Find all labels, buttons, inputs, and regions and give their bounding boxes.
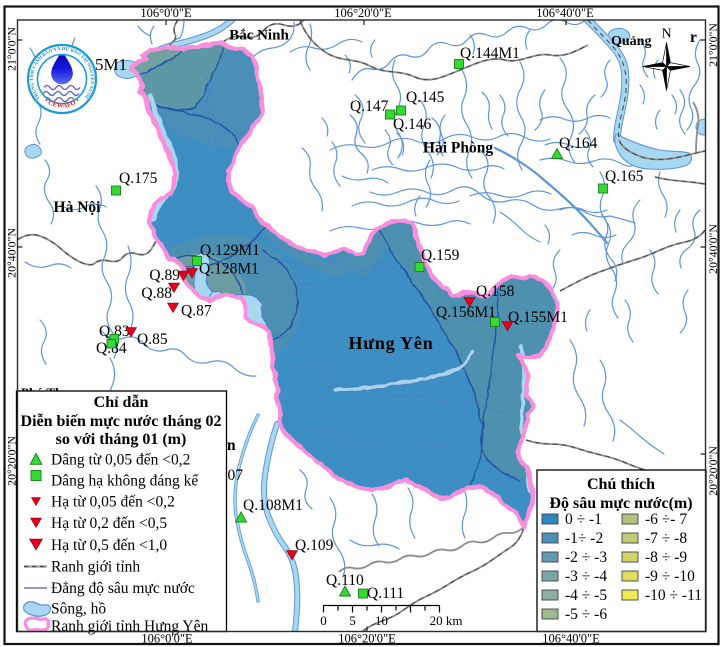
svg-text:20°40'0"N: 20°40'0"N <box>706 224 720 274</box>
svg-text:Q.108M1: Q.108M1 <box>243 497 303 514</box>
svg-text:n: n <box>227 437 236 454</box>
svg-text:Q.158: Q.158 <box>476 283 515 300</box>
svg-text:-5 ÷ -6: -5 ÷ -6 <box>565 606 607 623</box>
svg-text:Bắc Ninh: Bắc Ninh <box>229 28 289 44</box>
svg-text:-7 ÷ -8: -7 ÷ -8 <box>645 530 687 547</box>
svg-text:0: 0 <box>320 613 327 628</box>
svg-text:so với tháng 01 (m): so với tháng 01 (m) <box>56 431 187 448</box>
svg-text:106°40'0"E: 106°40'0"E <box>542 632 600 646</box>
svg-text:Q.111: Q.111 <box>367 585 404 602</box>
svg-text:Q.145: Q.145 <box>406 89 445 106</box>
svg-text:Quảng: Quảng <box>611 34 651 49</box>
svg-text:-2 ÷ -3: -2 ÷ -3 <box>565 549 607 566</box>
svg-text:20 km: 20 km <box>430 613 463 628</box>
svg-text:Hưng Yên: Hưng Yên <box>348 333 433 353</box>
svg-text:0 ÷ -1: 0 ÷ -1 <box>565 511 602 528</box>
svg-text:Q.144M1: Q.144M1 <box>460 45 520 62</box>
svg-text:N: N <box>661 27 671 42</box>
svg-text:Q.84: Q.84 <box>96 340 127 357</box>
svg-text:Q.159: Q.159 <box>421 247 460 264</box>
svg-text:Q.128M1: Q.128M1 <box>199 261 259 278</box>
svg-text:Hạ từ 0,5 đến <1,0: Hạ từ 0,5 đến <1,0 <box>51 537 167 554</box>
svg-text:Q.146: Q.146 <box>393 116 432 133</box>
svg-text:-6 ÷- 7: -6 ÷- 7 <box>645 511 687 528</box>
svg-text:21°0'0"N: 21°0'0"N <box>706 23 720 67</box>
svg-text:106°20'0"E: 106°20'0"E <box>338 632 396 646</box>
svg-text:21°0'0"N: 21°0'0"N <box>5 27 19 71</box>
svg-text:-4 ÷ -5: -4 ÷ -5 <box>565 587 607 604</box>
svg-text:Chú thích: Chú thích <box>587 476 655 493</box>
svg-text:106°0'0"E: 106°0'0"E <box>141 632 193 646</box>
svg-text:Q.88: Q.88 <box>141 285 172 302</box>
svg-text:Q.165: Q.165 <box>605 168 644 185</box>
svg-text:106°20'0"E: 106°20'0"E <box>334 6 392 20</box>
svg-text:20°20'0"N: 20°20'0"N <box>706 446 720 496</box>
svg-text:-1÷ -2: -1÷ -2 <box>565 530 603 547</box>
svg-text:20°20'0"N: 20°20'0"N <box>5 436 19 486</box>
svg-text:Sông, hồ: Sông, hồ <box>51 601 106 618</box>
svg-text:Độ sâu mực nước(m): Độ sâu mực nước(m) <box>549 495 692 512</box>
svg-text:Q.147: Q.147 <box>350 98 389 115</box>
svg-text:Q.156M1: Q.156M1 <box>436 304 496 321</box>
svg-text:Đẳng độ sâu mực nước: Đẳng độ sâu mực nước <box>51 580 195 597</box>
svg-text:10: 10 <box>375 613 388 628</box>
svg-text:106°40'0"E: 106°40'0"E <box>536 6 594 20</box>
svg-text:Q.85: Q.85 <box>137 331 168 348</box>
svg-text:-3 ÷ -4: -3 ÷ -4 <box>565 568 607 585</box>
svg-text:-9 ÷ -10: -9 ÷ -10 <box>645 568 695 585</box>
svg-text:Dâng hạ không đáng kể: Dâng hạ không đáng kể <box>51 473 198 490</box>
svg-text:Q.110: Q.110 <box>326 572 364 589</box>
svg-text:Hạ từ 0,05 đến <0,2: Hạ từ 0,05 đến <0,2 <box>51 494 175 511</box>
svg-text:5M1: 5M1 <box>95 55 127 74</box>
svg-text:Q.129M1: Q.129M1 <box>200 242 260 259</box>
svg-text:Q.89: Q.89 <box>149 267 180 284</box>
svg-text:-10 ÷ -11: -10 ÷ -11 <box>645 587 702 604</box>
svg-text:5: 5 <box>349 613 356 628</box>
svg-text:Hạ từ 0,2 đến <0,5: Hạ từ 0,2 đến <0,5 <box>51 515 167 532</box>
svg-text:Q.83: Q.83 <box>99 323 130 340</box>
svg-text:Q.109: Q.109 <box>295 537 334 554</box>
svg-text:Diễn biến mực nước tháng 02: Diễn biến mực nước tháng 02 <box>21 413 222 430</box>
svg-text:r: r <box>690 29 697 46</box>
svg-text:Q.164: Q.164 <box>559 135 598 152</box>
svg-text:106°0'0"E: 106°0'0"E <box>140 6 192 20</box>
svg-text:Q.175: Q.175 <box>119 170 158 187</box>
svg-text:Q.155M1: Q.155M1 <box>508 309 568 326</box>
svg-text:07: 07 <box>228 467 244 484</box>
svg-text:Dâng từ 0,05 đến <0,2: Dâng từ 0,05 đến <0,2 <box>51 452 190 469</box>
svg-text:Chỉ dẫn: Chỉ dẫn <box>94 394 149 411</box>
svg-text:Hà Nội: Hà Nội <box>54 199 102 216</box>
svg-text:-8 ÷ -9: -8 ÷ -9 <box>645 549 687 566</box>
svg-text:Hải Phòng: Hải Phòng <box>423 140 493 157</box>
svg-text:Ranh giới tỉnh Hưng Yên: Ranh giới tỉnh Hưng Yên <box>51 618 208 635</box>
svg-text:20°40'0"N: 20°40'0"N <box>5 228 19 278</box>
svg-text:Ranh giới tỉnh: Ranh giới tỉnh <box>51 559 140 576</box>
svg-text:Q.87: Q.87 <box>181 303 212 320</box>
